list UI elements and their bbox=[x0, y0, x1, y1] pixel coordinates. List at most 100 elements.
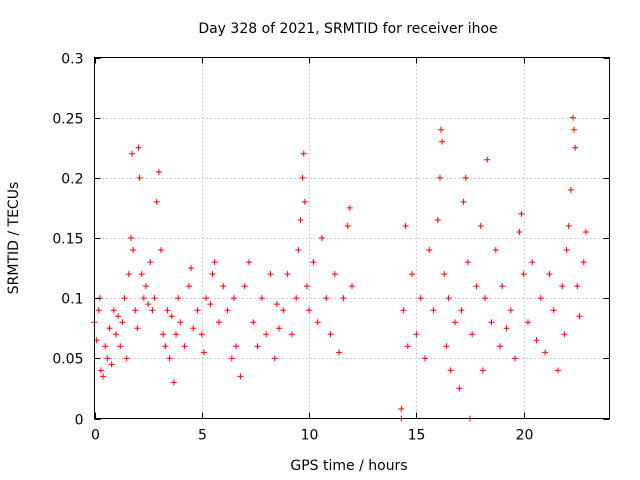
data-point bbox=[447, 367, 454, 374]
data-point bbox=[441, 271, 448, 278]
data-point bbox=[479, 367, 486, 374]
data-points bbox=[91, 114, 589, 422]
data-point bbox=[121, 295, 128, 302]
data-point bbox=[188, 265, 195, 272]
y-tick-label: 0.1 bbox=[61, 292, 83, 308]
data-point bbox=[129, 150, 136, 157]
data-point bbox=[173, 331, 180, 338]
x-tick-label: 20 bbox=[516, 428, 534, 444]
data-point bbox=[314, 319, 321, 326]
data-point bbox=[297, 216, 304, 223]
data-point bbox=[293, 295, 300, 302]
data-point bbox=[153, 198, 160, 205]
data-point bbox=[555, 367, 561, 374]
data-point bbox=[436, 174, 443, 181]
data-point bbox=[246, 259, 252, 266]
data-point bbox=[477, 222, 484, 229]
plot-frame bbox=[94, 57, 610, 419]
data-point bbox=[209, 271, 216, 278]
data-point bbox=[181, 343, 188, 350]
data-point bbox=[110, 307, 117, 314]
data-point bbox=[572, 144, 579, 151]
data-point bbox=[263, 331, 270, 338]
data-point bbox=[323, 295, 330, 302]
data-point bbox=[559, 283, 566, 290]
data-point bbox=[135, 144, 142, 151]
data-point bbox=[346, 204, 353, 211]
data-point bbox=[503, 325, 510, 332]
data-point bbox=[529, 259, 536, 266]
grid-layer bbox=[94, 57, 610, 419]
data-point bbox=[230, 295, 237, 302]
data-point bbox=[400, 307, 407, 314]
data-point bbox=[462, 174, 469, 181]
data-point bbox=[273, 301, 280, 308]
x-tick-label: 5 bbox=[198, 428, 207, 444]
data-point bbox=[299, 174, 306, 181]
x-tick-labels: 0 5 10 15 20 bbox=[91, 428, 533, 444]
data-point bbox=[417, 295, 424, 302]
data-point bbox=[565, 222, 572, 229]
data-point bbox=[546, 271, 553, 278]
data-point bbox=[484, 156, 491, 163]
data-point bbox=[469, 331, 476, 338]
data-point bbox=[413, 331, 420, 338]
data-point bbox=[194, 307, 201, 314]
data-point bbox=[155, 168, 162, 175]
data-point bbox=[241, 283, 248, 290]
y-tick-label: 0.05 bbox=[52, 352, 83, 368]
data-point bbox=[507, 307, 514, 314]
data-point bbox=[158, 247, 165, 254]
data-point bbox=[349, 283, 355, 290]
data-point bbox=[95, 307, 102, 314]
x-tick-label: 15 bbox=[408, 428, 426, 444]
data-point bbox=[237, 373, 244, 380]
data-point bbox=[267, 271, 274, 278]
data-point bbox=[271, 355, 278, 362]
y-tick-label: 0.3 bbox=[61, 52, 83, 68]
data-point bbox=[164, 307, 171, 314]
data-point bbox=[300, 150, 307, 157]
data-point bbox=[567, 186, 574, 193]
data-point bbox=[570, 114, 577, 121]
data-point bbox=[190, 325, 197, 332]
data-point bbox=[100, 373, 107, 380]
data-point bbox=[516, 228, 523, 235]
data-point bbox=[533, 337, 540, 344]
data-point bbox=[108, 361, 115, 368]
data-point bbox=[228, 355, 235, 362]
data-point bbox=[130, 247, 137, 254]
data-point bbox=[224, 307, 231, 314]
data-point bbox=[170, 379, 177, 386]
chart-title: Day 328 of 2021, SRMTID for receiver iho… bbox=[198, 21, 497, 37]
data-point bbox=[340, 295, 347, 302]
data-point bbox=[254, 343, 261, 350]
data-point bbox=[233, 343, 240, 350]
data-point bbox=[203, 295, 210, 302]
data-point bbox=[456, 385, 463, 392]
data-point bbox=[499, 283, 506, 290]
data-point bbox=[104, 355, 111, 362]
data-point bbox=[134, 325, 141, 332]
data-point bbox=[97, 367, 104, 374]
data-point bbox=[563, 247, 570, 254]
data-point bbox=[140, 295, 147, 302]
data-point bbox=[524, 319, 531, 326]
y-tick-label: 0 bbox=[75, 413, 84, 429]
data-point bbox=[458, 307, 465, 314]
data-point bbox=[125, 271, 132, 278]
data-point bbox=[185, 283, 192, 290]
data-point bbox=[115, 313, 122, 320]
data-point bbox=[198, 331, 205, 338]
data-point bbox=[443, 343, 450, 350]
data-point bbox=[117, 343, 124, 350]
y-tick-label: 0.25 bbox=[52, 112, 83, 128]
data-point bbox=[168, 313, 175, 320]
data-point bbox=[434, 216, 441, 223]
data-point bbox=[276, 325, 283, 332]
data-point bbox=[162, 343, 169, 350]
y-tick-label: 0.2 bbox=[61, 172, 83, 188]
data-point bbox=[175, 295, 182, 302]
data-point bbox=[520, 271, 527, 278]
data-point bbox=[452, 319, 458, 326]
